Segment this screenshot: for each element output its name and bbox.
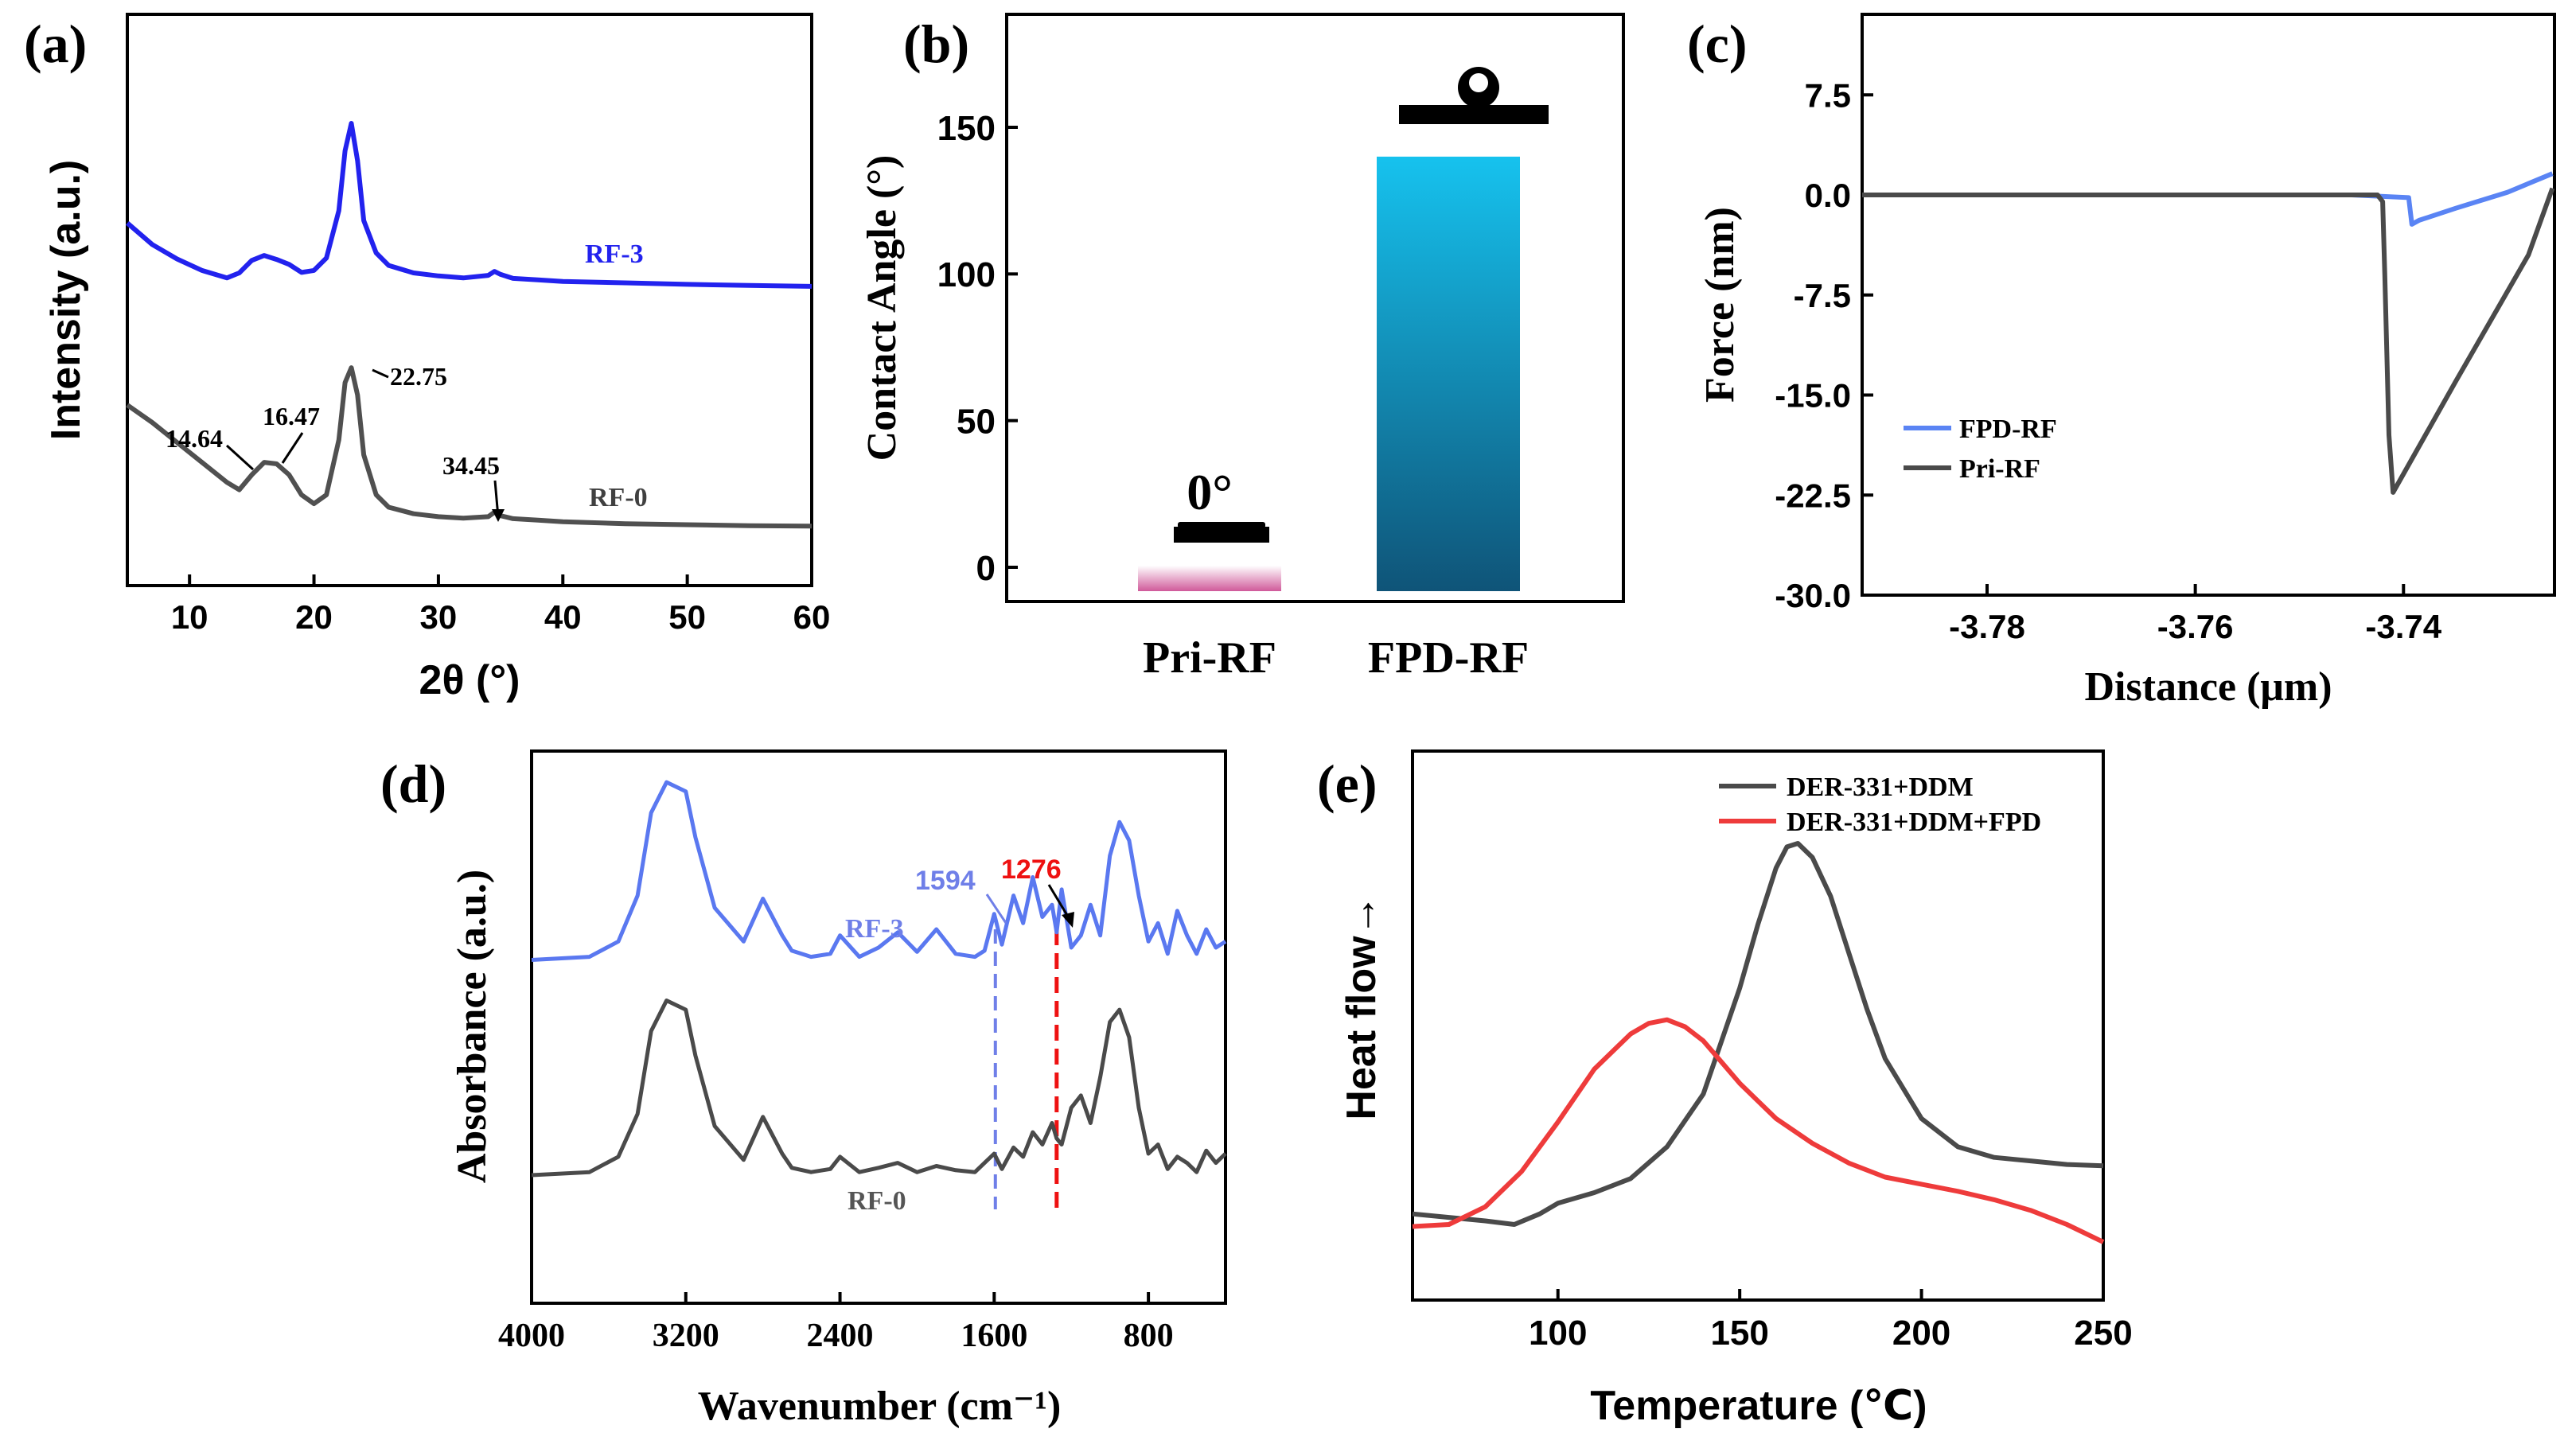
panel-d-marker-arrows xyxy=(985,884,1074,928)
droplet-sphere-icon xyxy=(1399,67,1549,124)
panel-d-xlabel: Wavenumber (cm⁻¹) xyxy=(698,1384,1062,1429)
panel-c-ytick-label-4: -22.5 xyxy=(1775,477,1851,514)
panel-e-legend-label-der331-ddm: DER-331+DDM xyxy=(1787,773,1974,802)
panel-e-legend-label-der331-ddm-fpd: DER-331+DDM+FPD xyxy=(1787,808,2041,837)
panel-c-series-pri-rf xyxy=(1862,187,2555,495)
panel-c-ytick-label-1: 0.0 xyxy=(1805,177,1851,214)
panel-d-label: (d) xyxy=(380,753,446,814)
panel-c-xlabel: Distance (μm) xyxy=(2084,664,2332,710)
panel-b-ytick-label-1: 50 xyxy=(957,403,996,442)
panel-a-xtick-label-5: 60 xyxy=(793,598,831,636)
panel-c-legend-label-fpd-rf: FPD-RF xyxy=(1959,415,2057,444)
panel-e: (e) 100 150 200 250 Heat flow→ Temperature … xyxy=(1317,749,2133,1429)
panel-d-series-label-rf-3: RF-3 xyxy=(845,914,904,944)
panel-d-marker-label-1276: 1276 xyxy=(1001,855,1062,885)
panel-a-annotation-22-75: 22.75 xyxy=(390,362,447,391)
panel-b-ytick-label-0: 0 xyxy=(976,549,996,588)
panel-a-xtick-label-2: 30 xyxy=(420,598,458,636)
panel-e-xlabel: Temperature (℃) xyxy=(1590,1383,1927,1429)
panel-a-series-rf-3 xyxy=(126,121,812,289)
panel-b-label: (b) xyxy=(903,14,969,74)
droplet-flat-icon xyxy=(1174,522,1269,543)
panel-a-label: (a) xyxy=(24,14,87,74)
panel-a-ylabel: Intensity (a.u.) xyxy=(43,160,89,440)
panel-b-ytick-label-2: 100 xyxy=(937,255,996,294)
panel-b-value-label: 0° xyxy=(1187,464,1233,520)
panel-d-frame xyxy=(530,749,1227,1305)
panel-e-series-der331-ddm-fpd xyxy=(1412,1017,2105,1244)
panel-a-xtick-label-3: 40 xyxy=(544,598,582,636)
panel-a-annotation-arrows xyxy=(225,368,505,522)
panel-e-series-der331-ddm xyxy=(1412,841,2104,1227)
panel-a-annotation-34-45: 34.45 xyxy=(442,451,500,480)
panel-e-xtick-label-1: 150 xyxy=(1710,1314,1768,1353)
panel-c-xtick-label-1: -3.76 xyxy=(2157,608,2234,645)
panel-a-annotation-14-64: 14.64 xyxy=(166,424,223,453)
panel-a-frame xyxy=(126,13,813,587)
panel-a-xtick-label-1: 20 xyxy=(295,598,333,636)
panel-a: (a) 10 20 30 40 50 60 Intensity (a.u.) 2θ (°)… xyxy=(24,13,831,703)
panel-e-xtick-label-0: 100 xyxy=(1529,1314,1587,1353)
panel-c-label: (c) xyxy=(1687,14,1747,74)
panel-e-ylabel: Heat flow→ xyxy=(1339,894,1385,1119)
panel-b-frame xyxy=(1005,13,1625,603)
panel-c-ytick-label-0: 7.5 xyxy=(1805,76,1851,114)
panel-b: (b) 0 50 100 150 Contact Angle (°) Pri-RF F… xyxy=(859,13,1625,683)
panel-a-xtick-label-0: 10 xyxy=(171,598,208,636)
panel-d: (d) 4000 3200 2400 1600 800 Absorbance (a.u.… xyxy=(380,749,1227,1429)
panel-d-series-label-rf-0: RF-0 xyxy=(848,1186,906,1216)
panel-a-xtick-label-4: 50 xyxy=(668,598,706,636)
panel-d-xlabel-text: Wavenumber (cm⁻¹) xyxy=(698,1384,1062,1429)
panel-e-legend: DER-331+DDM DER-331+DDM+FPD xyxy=(1719,773,2041,837)
panel-d-xtick-label-3: 1600 xyxy=(961,1318,1027,1354)
panel-c-series-fpd-rf xyxy=(1862,171,2554,227)
panel-d-xtick-label-0: 4000 xyxy=(498,1318,565,1354)
panel-b-category-pri-rf: Pri-RF xyxy=(1143,633,1276,683)
panel-c-ytick-label-3: -15.0 xyxy=(1775,377,1851,415)
panel-d-xtick-label-2: 2400 xyxy=(807,1318,874,1354)
panel-e-label: (e) xyxy=(1317,753,1377,814)
panel-b-bar-fpd-rf xyxy=(1377,156,1520,591)
panel-c-xtick-label-2: -3.74 xyxy=(2365,608,2441,645)
panel-e-frame xyxy=(1411,749,2105,1302)
panel-d-series-rf-0 xyxy=(531,999,1227,1178)
panel-a-series-label-rf-0: RF-0 xyxy=(589,483,648,512)
panel-c-legend: FPD-RF Pri-RF xyxy=(1904,415,2057,484)
panel-d-xtick-label-1: 3200 xyxy=(653,1318,719,1354)
panel-c-ytick-label-2: -7.5 xyxy=(1794,277,1851,314)
panel-b-ytick-label-3: 150 xyxy=(937,109,996,148)
panel-b-category-fpd-rf: FPD-RF xyxy=(1368,633,1529,683)
panel-c: (c) -3.78 -3.76 -3.74 7.5 0.0 -7.5 -15.0 -22.5 -… xyxy=(1687,13,2556,710)
panel-c-ylabel: Force (nm) xyxy=(1697,207,1743,403)
panel-a-series-rf-0 xyxy=(126,365,812,529)
panel-e-xtick-label-3: 250 xyxy=(2074,1314,2132,1353)
panel-a-series-label-rf-3: RF-3 xyxy=(585,239,644,269)
panel-a-annotation-16-47: 16.47 xyxy=(263,402,320,430)
panel-b-ylabel: Contact Angle (°) xyxy=(859,155,905,461)
panel-c-legend-label-pri-rf: Pri-RF xyxy=(1959,454,2040,484)
panel-d-xtick-label-4: 800 xyxy=(1124,1318,1174,1354)
panel-d-marker-label-1594: 1594 xyxy=(915,866,976,896)
panel-e-xtick-label-2: 200 xyxy=(1892,1314,1950,1353)
panel-c-ytick-label-5: -30.0 xyxy=(1775,577,1851,614)
panel-c-xtick-label-0: -3.78 xyxy=(1949,608,2025,645)
panel-d-ylabel: Absorbance (a.u.) xyxy=(450,870,495,1183)
panel-a-xlabel: 2θ (°) xyxy=(419,657,520,703)
panel-d-series-rf-3 xyxy=(531,780,1227,962)
panel-b-bar-pri-rf xyxy=(1138,566,1281,591)
panel-c-frame xyxy=(1861,13,2556,597)
